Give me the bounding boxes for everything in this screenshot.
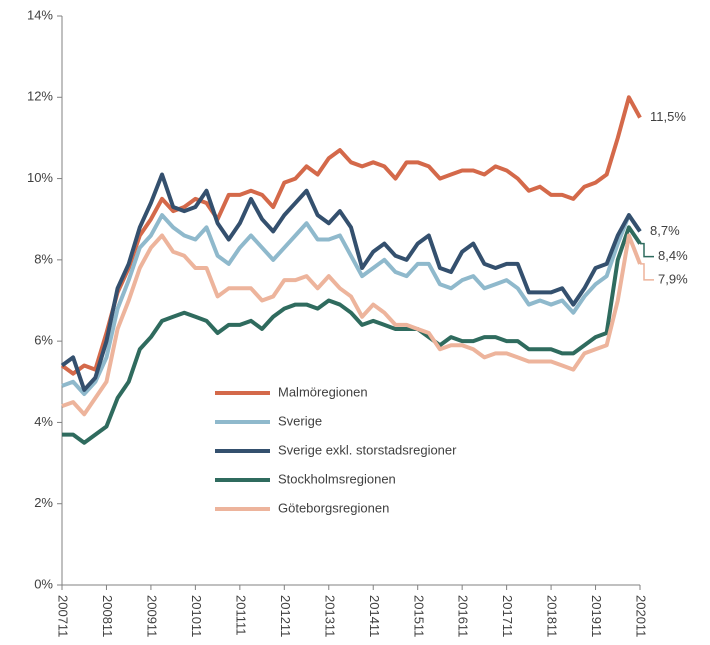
y-tick-label: 14% [27,7,53,22]
x-tick-label: 201311 [322,595,337,637]
series-line [61,213,642,396]
legend-label: Stockholmsregionen [278,471,396,486]
x-tick-label: 200911 [144,595,159,637]
end-label: 8,7% [650,223,680,238]
y-tick-label: 6% [34,333,53,348]
end-label: 7,9% [658,271,688,286]
leader-line [640,263,654,281]
y-tick-label: 0% [34,576,53,591]
end-label: 8,4% [658,248,688,263]
y-tick-label: 2% [34,495,53,510]
x-tick-label: 201711 [500,595,515,637]
end-label: 11,5% [650,109,686,124]
x-tick-label: 201511 [411,595,426,637]
x-tick-label: 201111 [233,595,248,636]
x-tick-label: 200811 [100,595,115,637]
x-tick-label: 202011 [634,595,649,637]
x-tick-label: 201611 [456,595,471,637]
x-tick-label: 201911 [589,595,604,637]
series-line [60,172,642,392]
series-line [61,233,642,417]
series-line [62,225,642,445]
leader-line [640,242,654,258]
legend-label: Malmöregionen [278,384,368,399]
series-line [60,95,642,376]
x-tick-label: 201411 [367,595,382,637]
legend-label: Göteborgsregionen [278,500,389,515]
y-tick-label: 8% [34,251,53,266]
y-tick-label: 4% [34,414,53,429]
x-tick-label: 201211 [278,595,293,637]
y-tick-label: 12% [27,89,53,104]
x-tick-label: 201011 [189,595,204,637]
legend-label: Sverige exkl. storstadsregioner [278,442,457,457]
y-tick-label: 10% [27,170,53,185]
x-tick-label: 200711 [56,595,71,637]
legend-label: Sverige [278,413,322,428]
x-tick-label: 201811 [545,595,560,637]
